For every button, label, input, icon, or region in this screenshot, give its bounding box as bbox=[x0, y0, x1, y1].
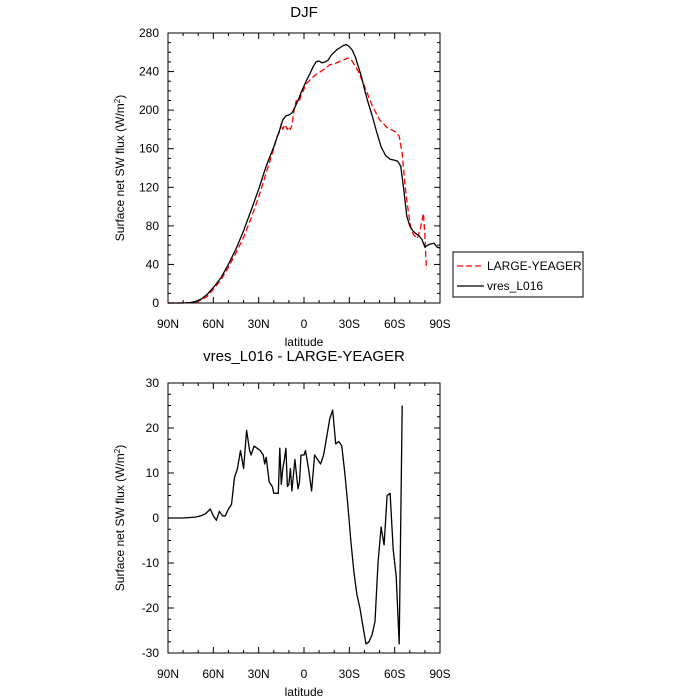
top-x-tick-label: 30S bbox=[339, 317, 360, 331]
bottom-x-tick-label: 0 bbox=[301, 667, 308, 681]
top-x-axis-label: latitude bbox=[285, 335, 324, 349]
bottom-x-tick-label: 60S bbox=[384, 667, 405, 681]
top-y-ticks: 0 40 80 120 160 200 240 280 bbox=[139, 26, 440, 310]
bottom-panel: vres_L016 - LARGE-YEAGER -30 -20 -10 0 10 20 3… bbox=[113, 348, 451, 699]
top-y-axis-label: Surface net SW flux (W/m2) bbox=[113, 95, 128, 241]
top-x-ticks: 90N 60N 30N 0 30S 60S 90S bbox=[157, 33, 451, 331]
bottom-x-ticks: 90N 60N 30N 0 30S 60S 90S bbox=[157, 383, 451, 681]
top-chart-title: DJF bbox=[290, 4, 318, 21]
legend: LARGE-YEAGER vres_L016 bbox=[452, 251, 584, 298]
top-y-tick-label: 240 bbox=[139, 65, 159, 79]
top-x-tick-label: 30N bbox=[248, 317, 270, 331]
bottom-y-tick-label: 30 bbox=[146, 376, 160, 390]
bottom-y-tick-label: -20 bbox=[142, 601, 160, 615]
bottom-x-tick-label: 30S bbox=[339, 667, 360, 681]
bottom-series-vres-l016-large-yeager bbox=[168, 405, 403, 645]
bottom-y-tick-label: 10 bbox=[146, 466, 160, 480]
top-x-tick-label: 90S bbox=[429, 317, 450, 331]
top-y-tick-label: 0 bbox=[152, 296, 159, 310]
top-y-tick-label: 200 bbox=[139, 103, 159, 117]
top-x-tick-label: 60S bbox=[384, 317, 405, 331]
top-series-large-yeager bbox=[168, 57, 428, 304]
top-y-tick-label: 280 bbox=[139, 26, 159, 40]
top-series-lines bbox=[168, 43, 441, 304]
top-y-tick-label: 40 bbox=[146, 257, 160, 271]
bottom-x-tick-label: 60N bbox=[202, 667, 224, 681]
bottom-y-tick-label: -30 bbox=[142, 646, 160, 660]
legend-frame bbox=[452, 251, 584, 298]
legend-label-vres-l016: vres_L016 bbox=[487, 279, 543, 293]
top-x-tick-label: 60N bbox=[202, 317, 224, 331]
top-y-tick-label: 160 bbox=[139, 142, 159, 156]
bottom-x-tick-label: 30N bbox=[248, 667, 270, 681]
bottom-y-axis-label: Surface net SW flux (W/m2) bbox=[113, 445, 128, 591]
bottom-x-axis-label: latitude bbox=[285, 685, 324, 699]
bottom-chart-title: vres_L016 - LARGE-YEAGER bbox=[203, 348, 405, 365]
top-panel: DJF 0 40 80 120 160 200 240 280 90N 60N 30N 0 30S 60… bbox=[113, 4, 451, 349]
bottom-y-tick-label: 0 bbox=[152, 511, 159, 525]
bottom-x-tick-label: 90N bbox=[157, 667, 179, 681]
top-y-tick-label: 80 bbox=[146, 219, 160, 233]
top-plot-frame bbox=[167, 32, 441, 304]
bottom-y-tick-label: 20 bbox=[146, 421, 160, 435]
top-y-tick-label: 120 bbox=[139, 180, 159, 194]
top-x-tick-label: 0 bbox=[301, 317, 308, 331]
legend-label-large-yeager: LARGE-YEAGER bbox=[487, 259, 582, 273]
top-series-vres-l016 bbox=[168, 43, 441, 304]
bottom-x-tick-label: 90S bbox=[429, 667, 450, 681]
bottom-series-lines bbox=[168, 405, 403, 645]
bottom-plot-frame bbox=[167, 382, 441, 654]
bottom-y-tick-label: -10 bbox=[142, 556, 160, 570]
top-x-tick-label: 90N bbox=[157, 317, 179, 331]
